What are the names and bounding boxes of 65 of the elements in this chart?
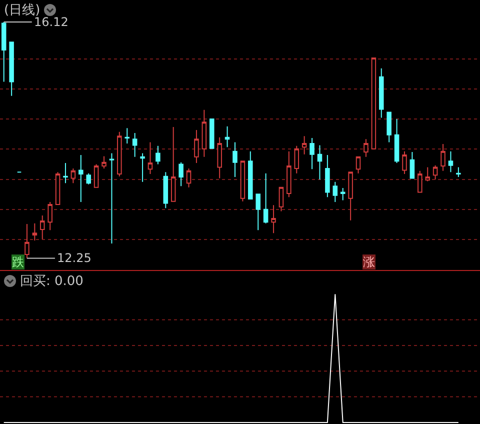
- candlestick: [86, 172, 91, 185]
- annotation: 16.12: [34, 15, 68, 29]
- candlestick: [256, 194, 260, 231]
- candlestick: [163, 172, 168, 209]
- annotation: 跌: [12, 255, 24, 269]
- candlestick: [102, 156, 106, 169]
- candlestick: [48, 202, 52, 231]
- candlestick: [440, 144, 446, 172]
- candlestick: [356, 156, 361, 174]
- candlestick: [109, 152, 114, 244]
- candlestick: [78, 154, 84, 203]
- candlestick: [194, 130, 199, 164]
- candlestick: [394, 118, 400, 164]
- candlestick: [70, 168, 76, 184]
- candlestick: [248, 150, 253, 200]
- candlestick: [364, 138, 368, 158]
- candlestick: [386, 112, 392, 143]
- candlestick: [340, 187, 346, 201]
- candlestick: [410, 151, 415, 179]
- candlestick: [325, 154, 330, 198]
- candlestick: [132, 132, 138, 158]
- candlestick: [202, 109, 207, 158]
- candlestick: [371, 57, 376, 150]
- candlestick: [418, 170, 422, 193]
- candlestick: [55, 172, 60, 205]
- candlestick: [156, 145, 160, 165]
- candlestick: [332, 181, 338, 203]
- candlestick: [310, 137, 314, 170]
- candlestick: [9, 42, 14, 96]
- candlestick: [148, 142, 153, 174]
- candlestick: [170, 126, 176, 202]
- candlestick: [186, 168, 192, 188]
- candlestick: [232, 142, 238, 178]
- candlestick: [224, 126, 230, 148]
- annotation: 涨: [363, 255, 375, 269]
- candlestick: [117, 131, 122, 177]
- candlestick: [271, 204, 276, 234]
- candlestick: [40, 214, 45, 240]
- candlestick: [63, 162, 68, 184]
- candlestick: [348, 172, 353, 221]
- candlestick: [178, 162, 184, 187]
- candlestick: [432, 164, 438, 180]
- candlestick: [240, 160, 246, 202]
- candlestick: [378, 68, 384, 118]
- candlestick: [263, 172, 268, 224]
- candlestick: [402, 150, 407, 174]
- candlestick: [456, 166, 461, 178]
- candlestick: [217, 136, 222, 179]
- candlestick: [286, 150, 292, 198]
- candlestick: [278, 186, 284, 212]
- candlestick: [24, 224, 30, 259]
- chart-title: (日线): [4, 2, 40, 18]
- candlestick: [1, 21, 6, 82]
- candlestick: [317, 144, 322, 180]
- candlestick: [302, 136, 307, 155]
- annotation: 12.25: [57, 251, 92, 265]
- candlestick: [124, 128, 130, 144]
- candlestick: [94, 164, 99, 188]
- chart-title: 回买: 0.00: [20, 273, 84, 290]
- candlestick: [32, 222, 38, 241]
- candlestick: [209, 118, 214, 149]
- candlestick: [448, 150, 454, 173]
- candlestick: [140, 152, 145, 182]
- candlestick: [294, 145, 300, 174]
- candlestick: [425, 166, 430, 182]
